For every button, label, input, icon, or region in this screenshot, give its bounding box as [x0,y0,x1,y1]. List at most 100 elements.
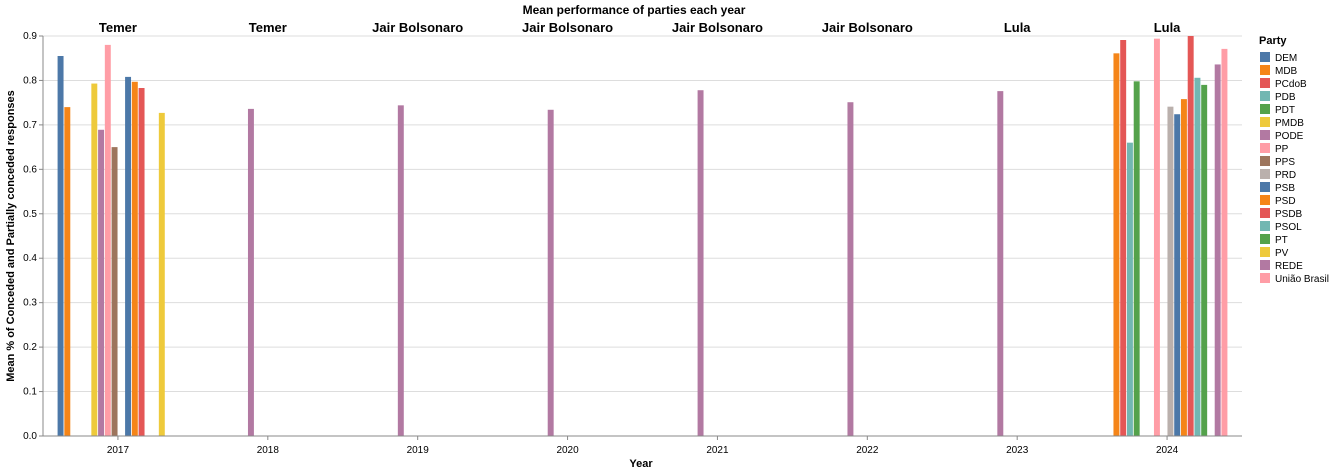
bar-2017-pps [111,147,118,436]
legend-swatch [1260,260,1270,270]
legend-label: PSOL [1275,222,1302,233]
bar-2024-rede [1214,64,1221,436]
legend-label: PT [1275,235,1288,246]
y-tick-label: 0.6 [23,164,37,175]
legend-swatch [1260,143,1270,153]
bar-2017-dem [57,56,64,436]
bar-2024-psd [1180,99,1187,436]
y-tick-label: 0.0 [23,431,37,442]
bar-2018-pode [247,108,254,436]
legend-swatch [1260,91,1270,101]
y-tick-label: 0.3 [23,298,37,309]
legend-swatch [1260,78,1270,88]
legend-label: DEM [1275,53,1297,64]
legend-swatch [1260,247,1270,257]
president-label: Jair Bolsonaro [522,20,613,35]
legend-label: PSB [1275,183,1295,194]
bar-2017-pode [98,129,105,436]
bar-2024-pdt [1133,81,1140,436]
x-axis-title: Year [629,458,653,470]
legend-swatch [1260,117,1270,127]
x-tick-label: 2024 [1156,445,1179,456]
legend-label: PDB [1275,92,1296,103]
legend-label: PMDB [1275,118,1304,129]
president-label: Lula [1154,20,1181,35]
president-label: Lula [1004,20,1031,35]
legend-title: Party [1259,35,1287,47]
legend-swatch [1260,182,1270,192]
legend-label: REDE [1275,261,1303,272]
x-tick-label: 2023 [1006,445,1029,456]
x-tick-label: 2021 [706,445,729,456]
bar-2024-prd [1167,106,1174,437]
president-label: Jair Bolsonaro [672,20,763,35]
x-tick-label: 2022 [856,445,879,456]
bar-2017-psb [125,76,132,436]
legend-swatch [1260,52,1270,62]
legend-swatch [1260,130,1270,140]
x-tick-label: 2018 [257,445,280,456]
bar-2021-pode [697,90,704,436]
legend-swatch [1260,195,1270,205]
bar-2017-pv [158,112,165,436]
x-tick-label: 2017 [107,445,130,456]
legend-label: PCdoB [1275,79,1307,90]
bar-2017-psdb [138,88,145,436]
legend-label: União Brasil [1275,274,1329,285]
x-tick-label: 2019 [407,445,430,456]
legend-swatch [1260,234,1270,244]
y-axis-title: Mean % of Conceded and Partially concede… [5,90,17,382]
bar-2024-união-brasil [1221,48,1228,437]
bar-2017-mdb [64,107,71,436]
legend-swatch [1260,156,1270,166]
y-tick-labels: 0.0 0.1 0.2 0.3 0.4 0.5 0.6 0.7 0.8 0.9 [23,31,37,442]
legend-swatch [1260,273,1270,283]
legend-label: PPS [1275,157,1295,168]
bar-2024-mdb [1113,53,1120,436]
y-tick-label: 0.1 [23,387,37,398]
legend-label: MDB [1275,66,1298,77]
legend-swatch [1260,208,1270,218]
y-tick-label: 0.5 [23,209,37,220]
legend-label: PSD [1275,196,1296,207]
bar-2017-psd [131,81,138,437]
bar-2023-pode [997,91,1004,436]
legend-label: PRD [1275,170,1296,181]
bar-2024-psb [1174,114,1181,436]
legend-label: PV [1275,248,1289,259]
bar-2022-pode [847,102,854,436]
bars [57,36,1228,437]
bar-2024-psol [1194,77,1201,437]
axes [39,35,1242,440]
legend-label: PDT [1275,105,1295,116]
x-tick-label: 2020 [556,445,579,456]
bar-2019-pode [397,105,404,436]
x-tick-labels: 2017 2018 2019 2020 2021 2022 2023 2024 [107,445,1179,456]
legend-swatch [1260,104,1270,114]
bar-2024-pp [1153,38,1160,437]
president-label: Temer [249,20,287,35]
bar-2024-pcdob [1120,40,1127,436]
legend-swatch [1260,169,1270,179]
president-label: Jair Bolsonaro [822,20,913,35]
chart-title: Mean performance of parties each year [523,3,746,17]
bar-2024-pt [1201,84,1208,436]
gridlines [43,35,1242,437]
legend-label: PSDB [1275,209,1303,220]
legend-label: PODE [1275,131,1304,142]
president-labels: Temer Temer Jair Bolsonaro Jair Bolsonaro Ja… [99,20,1181,35]
bar-2017-pp [104,44,111,437]
legend: Party DEM MDB PCdoB PDB PDT PMDB PODE PP PPS PRD P… [1259,35,1329,285]
legend-label: PP [1275,144,1289,155]
bar-2017-pmdb [91,83,98,437]
y-tick-label: 0.7 [23,120,37,131]
legend-swatch [1260,221,1270,231]
president-label: Temer [99,20,137,35]
legend-swatch [1260,65,1270,75]
y-tick-label: 0.2 [23,342,37,353]
president-label: Jair Bolsonaro [372,20,463,35]
bar-2024-psdb [1187,36,1194,436]
y-tick-label: 0.8 [23,75,37,86]
bar-2024-pdb [1126,142,1133,436]
